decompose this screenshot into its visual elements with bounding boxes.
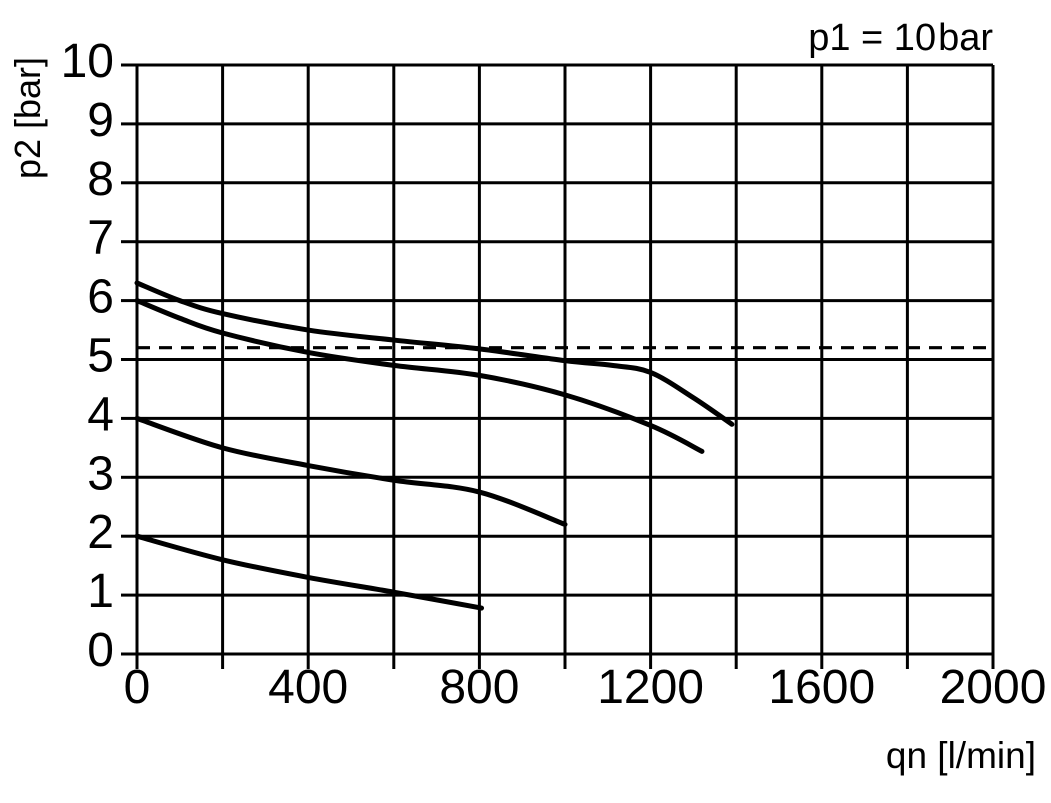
svg-text:3: 3 xyxy=(87,447,114,500)
svg-text:p2 [bar]: p2 [bar] xyxy=(7,57,48,179)
svg-text:2: 2 xyxy=(87,506,114,559)
svg-text:1: 1 xyxy=(87,565,114,618)
svg-text:1200: 1200 xyxy=(597,661,704,714)
svg-text:800: 800 xyxy=(439,661,519,714)
svg-text:4: 4 xyxy=(87,388,114,441)
svg-text:p1 = 10bar: p1 = 10bar xyxy=(808,17,993,59)
svg-text:0: 0 xyxy=(87,624,114,677)
svg-text:qn [l/min]: qn [l/min] xyxy=(886,735,1036,776)
svg-text:6: 6 xyxy=(87,271,114,324)
svg-text:1600: 1600 xyxy=(768,661,875,714)
svg-text:9: 9 xyxy=(87,94,114,147)
svg-text:2000: 2000 xyxy=(940,661,1047,714)
svg-text:10: 10 xyxy=(61,35,114,88)
svg-text:7: 7 xyxy=(87,212,114,265)
svg-text:8: 8 xyxy=(87,153,114,206)
svg-text:400: 400 xyxy=(268,661,348,714)
svg-text:0: 0 xyxy=(124,661,151,714)
svg-text:5: 5 xyxy=(87,330,114,383)
